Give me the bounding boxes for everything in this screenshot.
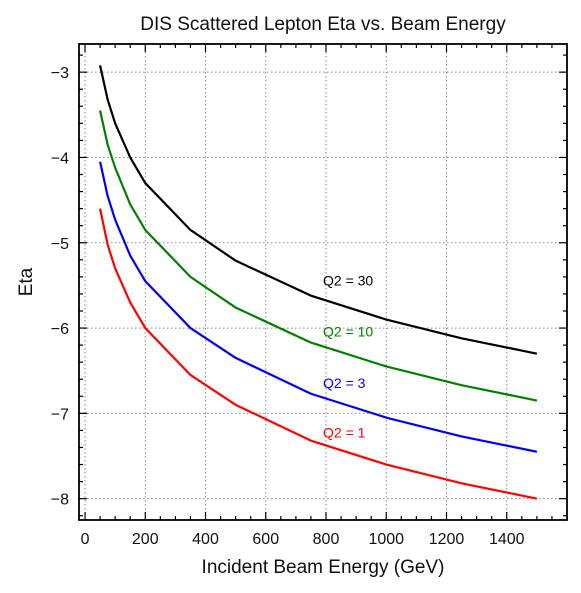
series-line-q2-1	[99, 208, 538, 500]
y-tick-label: −7	[51, 406, 69, 423]
x-tick-label: 600	[252, 531, 279, 548]
series-annotation: Q2 = 30	[323, 272, 373, 288]
x-tick-label: 200	[132, 531, 159, 548]
y-axis-label: Eta	[16, 267, 37, 296]
y-tick-label: −5	[51, 236, 69, 253]
series-annotation: Q2 = 1	[323, 424, 366, 440]
x-axis-label: Incident Beam Energy (GeV)	[202, 557, 445, 578]
x-tick-label: 800	[313, 531, 340, 548]
y-tick-label: −4	[51, 150, 69, 167]
x-tick-label: 400	[192, 531, 219, 548]
plot-frame	[78, 43, 568, 521]
tick-labels: 0 200 400 600 800 1000 1200 1400 −3 −4 −5 −6 −7 −8	[51, 65, 525, 548]
y-tick-label: −8	[51, 492, 69, 509]
x-tick-label: 1400	[489, 531, 525, 548]
x-tick-label: 1000	[368, 531, 404, 548]
x-tick-label: 1200	[429, 531, 465, 548]
series-annotation: Q2 = 3	[323, 375, 366, 391]
x-tick-label: 0	[81, 531, 90, 548]
series-labels: Q2 = 30 Q2 = 10 Q2 = 3 Q2 = 1	[323, 272, 373, 440]
series-lines	[99, 65, 538, 500]
series-line-q2-10	[99, 110, 538, 402]
y-tick-label: −6	[51, 321, 69, 338]
grid	[79, 44, 567, 520]
chart-title: DIS Scattered Lepton Eta vs. Beam Energy	[140, 14, 506, 35]
y-tick-label: −3	[51, 65, 69, 82]
series-annotation: Q2 = 10	[323, 324, 373, 340]
series-line-q2-30	[99, 65, 538, 355]
series-line-q2-3	[99, 161, 538, 453]
